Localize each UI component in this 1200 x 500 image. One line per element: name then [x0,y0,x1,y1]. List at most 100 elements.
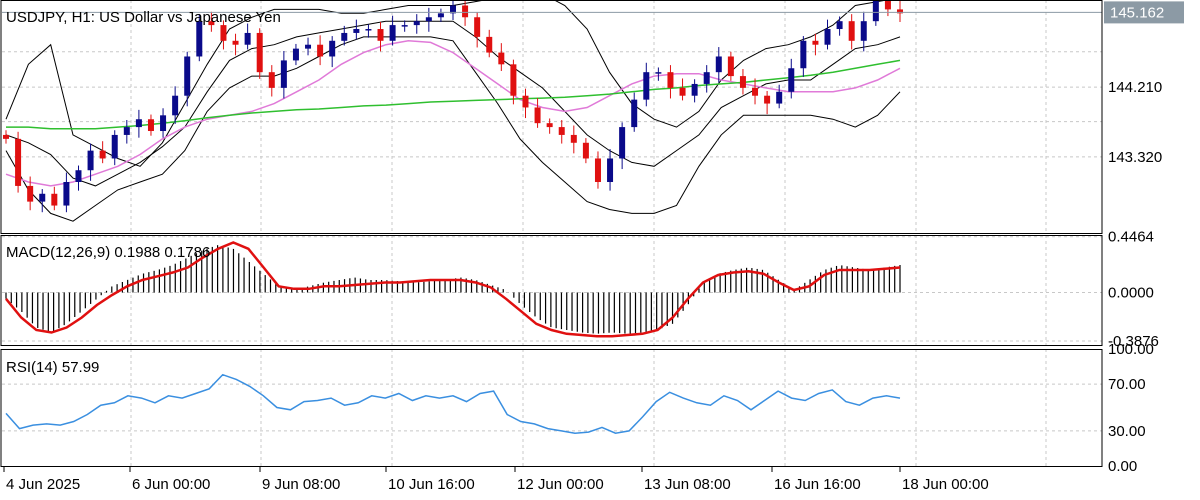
time-axis-label: 13 Jun 08:00 [644,476,731,493]
price-pane[interactable] [2,0,1102,222]
pane-border [0,349,1103,467]
candle-body [450,5,456,14]
candle-body [703,72,710,84]
candle-body [160,115,167,132]
candle-body [534,107,541,124]
candle-body [39,193,46,202]
candle-body [836,21,843,30]
price-badge-bg [1104,1,1184,24]
candle-body [558,127,565,135]
candle-body [123,127,130,135]
candle-body [498,52,505,65]
bollinger-lower-line [5,36,901,222]
macd-axis-tick: -0.3876 [1108,333,1159,350]
candle-body [643,72,650,100]
candle-body [317,44,324,57]
candle-body [99,150,106,159]
candle-body [51,193,58,206]
time-axis-label: 10 Jun 16:00 [388,476,475,493]
candle-body [425,17,432,22]
candle-body [631,99,638,128]
moving-average-pink-line [5,40,901,187]
time-axis-label: 4 Jun 2025 [6,476,80,493]
price-axis-tick: 143.320 [1108,149,1162,166]
candle-body [75,170,82,183]
candle-body [256,32,263,73]
candle-body [329,40,336,57]
rsi-axis-tick: 100.00 [1108,341,1154,358]
candle-body [341,32,348,41]
macd-signal-line [5,241,901,338]
candle-body [220,25,227,41]
pane-border [0,0,1103,234]
bollinger-middle-line [5,20,901,187]
candle-body [860,21,867,41]
current-price-badge: 145.162 [1104,1,1184,24]
macd-title: MACD(12,26,9) 0.1988 0.1786 [6,244,210,261]
candle-body [268,72,275,88]
candle-body [715,56,722,73]
price-axis-tick: 144.210 [1108,79,1162,96]
candle-body [63,182,70,206]
pane-border [0,235,1103,346]
candle-body [172,95,179,116]
price-badge-value: 145.162 [1110,4,1164,21]
candle-body [619,127,626,159]
macd-axis-tick: 0.0000 [1108,285,1154,302]
time-axis-label: 9 Jun 08:00 [262,476,340,493]
candle-body [776,91,783,104]
macd-pane[interactable] [5,241,901,338]
candle-body [280,60,287,88]
candle-body [27,185,34,202]
candle-body [413,21,420,26]
rsi-line [5,373,901,434]
candle-body [546,123,553,128]
candle-body [667,72,674,88]
candle-body [486,36,493,53]
candle-body [655,72,662,74]
candle-body [474,17,481,37]
candle-body [437,13,444,18]
candle-body [848,21,855,41]
candle-body [872,0,879,22]
rsi-axis-tick: 0.00 [1108,458,1137,475]
candle-body [462,5,469,18]
candle-body [232,40,239,45]
candle-body [594,158,601,183]
candle-body [679,87,686,96]
rsi-pane[interactable] [5,373,901,434]
candle-body [87,150,94,171]
time-axis-label: 12 Jun 00:00 [517,476,604,493]
pane-frames [0,0,1103,467]
candle-body [570,134,577,143]
time-axis-label: 6 Jun 00:00 [132,476,210,493]
candle-body [897,9,903,14]
rsi-title: RSI(14) 57.99 [6,359,99,376]
candle-body [365,29,372,31]
macd-axis-tick: 0.4464 [1108,229,1154,246]
candle-body [510,64,517,96]
candle-body [196,21,203,57]
grid-lines [2,0,1102,466]
candle-body [305,44,312,49]
candle-body [884,0,891,10]
candle-body [377,29,384,41]
candle-body [800,40,807,69]
candle-body [401,25,408,27]
candle-body [812,40,819,45]
candle-body [3,134,9,139]
candle-body [764,95,771,104]
rsi-axis-tick: 30.00 [1108,423,1146,440]
moving-average-green-line [6,59,901,130]
candle-body [582,142,589,159]
rsi-axis-tick: 70.00 [1108,376,1146,393]
candle-body [389,25,396,41]
time-axis-label: 18 Jun 00:00 [902,476,989,493]
candle-body [788,68,795,92]
candle-body [607,158,614,183]
candle-body [691,83,698,96]
candle-body [208,21,215,26]
candle-body [135,119,142,128]
